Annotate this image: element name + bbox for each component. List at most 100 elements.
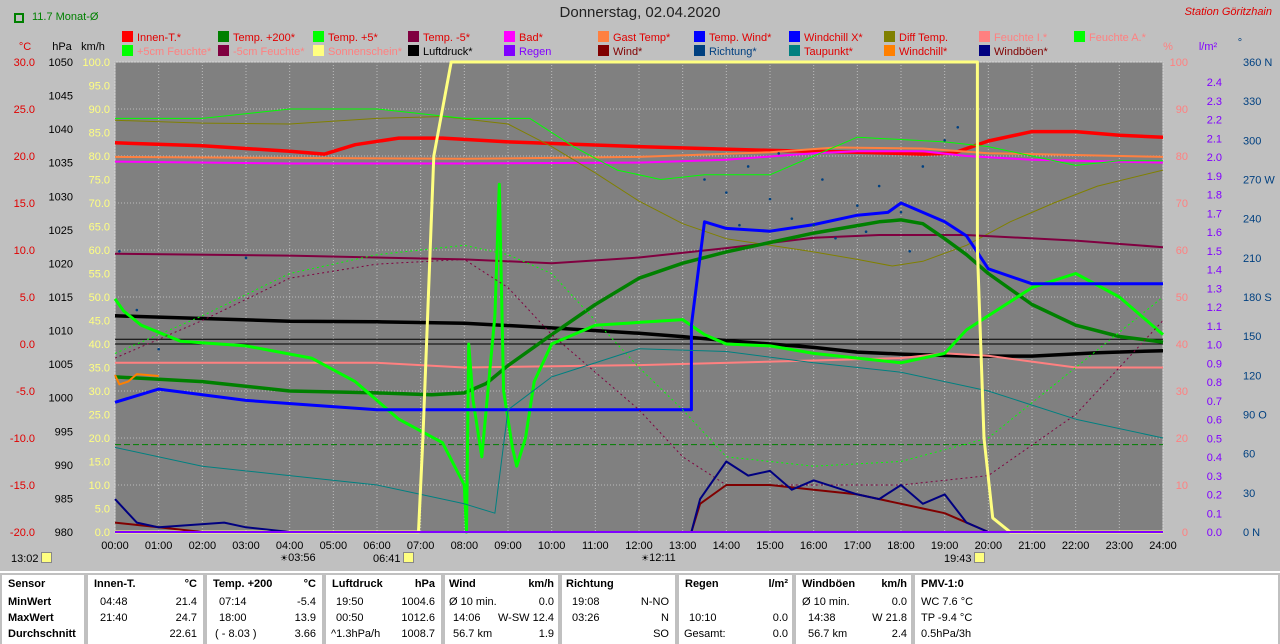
legend-item[interactable]: Feuchte I.* xyxy=(979,31,1047,44)
druck-header: Luftdruck xyxy=(332,578,383,590)
tick-kmh: 55.0 xyxy=(89,269,110,281)
regen-time: 10:10 xyxy=(689,612,717,624)
wind-unit: km/h xyxy=(528,578,554,590)
legend-item[interactable]: Bad* xyxy=(504,31,543,44)
chart-title: Donnerstag, 02.04.2020 xyxy=(559,4,721,21)
tick-hour: 04:00 xyxy=(276,540,304,552)
legend-swatch xyxy=(789,45,800,56)
sensor-header: Sensor xyxy=(8,578,46,590)
tick-pct: 80 xyxy=(1176,151,1188,163)
tick-temp: 30.0 xyxy=(14,57,35,69)
sunrise-time: 06:41 xyxy=(373,553,401,565)
unit-hpa-label: hPa xyxy=(52,41,72,53)
tick-hour: 08:00 xyxy=(451,540,479,552)
tick-rain: 1.4 xyxy=(1207,265,1222,277)
tick-rain: 1.2 xyxy=(1207,302,1222,314)
tick-hpa: 980 xyxy=(55,527,73,539)
legend-item[interactable]: Feuchte A.* xyxy=(1074,31,1146,44)
regen-unit: l/m² xyxy=(768,578,788,590)
legend-item[interactable]: Temp. Wind* xyxy=(694,31,771,44)
direction-point xyxy=(956,125,960,129)
legend-swatch xyxy=(789,31,800,42)
legend-item[interactable]: Diff Temp. xyxy=(884,31,948,44)
legend-swatch xyxy=(598,31,609,42)
tick-rain: 0.0 xyxy=(1207,527,1222,539)
druck-min-value: 1004.6 xyxy=(401,596,435,608)
innen-min-value: 21.4 xyxy=(175,596,197,608)
legend-swatch xyxy=(218,45,229,56)
legend-label: Sonnenschein* xyxy=(328,46,403,58)
legend-swatch xyxy=(884,31,895,42)
tick-kmh: 65.0 xyxy=(89,222,110,234)
direction-point xyxy=(777,152,781,155)
tick-rain: 2.0 xyxy=(1207,152,1222,164)
legend-item[interactable]: +5cm Feuchte* xyxy=(122,45,211,58)
tick-pct: 10 xyxy=(1176,480,1188,492)
innen-unit: °C xyxy=(184,578,197,590)
legend-item[interactable]: Taupunkt* xyxy=(789,45,853,58)
legend-swatch xyxy=(694,31,705,42)
legend-item[interactable]: Temp. -5* xyxy=(408,31,470,44)
legend-item[interactable]: Temp. +5* xyxy=(313,31,378,44)
legend-label: Temp. +5* xyxy=(328,32,378,44)
tick-rain: 1.6 xyxy=(1207,227,1222,239)
monat-checkbox[interactable] xyxy=(14,13,24,23)
legend-item[interactable]: Windchill X* xyxy=(789,31,863,44)
tick-kmh: 15.0 xyxy=(89,457,110,469)
tick-hpa: 995 xyxy=(55,426,73,438)
legend-label: Temp. Wind* xyxy=(709,32,772,44)
legend-swatch xyxy=(979,31,990,42)
wind-avg-value: 1.9 xyxy=(538,628,554,640)
legend-label: Feuchte I.* xyxy=(994,32,1048,44)
legend-label: Feuchte A.* xyxy=(1089,32,1146,44)
series-line xyxy=(114,218,1164,397)
legend-label: Regen xyxy=(519,46,552,58)
legend-item[interactable]: Luftdruck* xyxy=(408,45,473,58)
boeen-avg10-label: Ø 10 min. xyxy=(802,596,850,608)
wind-avg10-value: 0.0 xyxy=(538,596,554,608)
legend-item[interactable]: Temp. +200* xyxy=(218,31,295,44)
wind-max-time: 14:06 xyxy=(453,612,481,624)
legend-item[interactable]: Windböen* xyxy=(979,45,1048,58)
tick-hour: 03:00 xyxy=(232,540,260,552)
legend-item[interactable]: Windchill* xyxy=(884,45,947,58)
tick-dir: 360 N xyxy=(1243,57,1272,69)
tick-hpa: 1010 xyxy=(49,326,73,338)
tick-hpa: 1005 xyxy=(49,359,73,371)
tick-temp: -5.0 xyxy=(16,386,35,398)
legend-label: +5cm Feuchte* xyxy=(137,46,212,58)
legend-item[interactable]: Regen xyxy=(504,45,551,58)
unit-temp-label: °C xyxy=(19,41,31,53)
legend-label: Windchill* xyxy=(899,46,948,58)
direction-point xyxy=(725,191,728,194)
legend-item[interactable]: Innen-T.* xyxy=(122,31,181,44)
marker-1-time: 03:56 xyxy=(288,552,316,564)
tick-hour: 16:00 xyxy=(800,540,828,552)
monat-average-label: 11.7 Monat-Ø xyxy=(32,11,99,23)
row-max-label: MaxWert xyxy=(8,612,54,624)
tick-pct: 90 xyxy=(1176,104,1188,116)
legend-label: Windböen* xyxy=(994,46,1048,58)
tick-rain: 0.4 xyxy=(1207,452,1222,464)
sunrise-marker: 06:41 xyxy=(373,552,414,565)
tick-temp: -20.0 xyxy=(10,527,35,539)
legend-item[interactable]: Sonnenschein* xyxy=(313,45,402,58)
boeen-unit: km/h xyxy=(881,578,907,590)
regen-total-value: 0.0 xyxy=(772,628,788,640)
wind-distance: 56.7 km xyxy=(453,628,493,640)
tick-kmh: 45.0 xyxy=(89,316,110,328)
moonrise-marker: 13:02 xyxy=(11,552,52,565)
legend-label: -5cm Feuchte* xyxy=(233,46,305,58)
legend-item[interactable]: -5cm Feuchte* xyxy=(218,45,305,58)
legend-item[interactable]: Richtung* xyxy=(694,45,757,58)
boeen-column: Windböen km/h Ø 10 min. 14:38 56.7 km 0.… xyxy=(796,575,911,644)
direction-point xyxy=(856,204,859,207)
legend-item[interactable]: Gast Temp* xyxy=(598,31,670,44)
tick-dir: 30 xyxy=(1243,488,1255,500)
legend-item[interactable]: Wind* xyxy=(598,45,642,58)
tick-rain: 1.9 xyxy=(1207,171,1222,183)
series-line xyxy=(114,314,1164,358)
moon-icon xyxy=(40,552,52,563)
legend-swatch xyxy=(979,45,990,56)
tick-hour: 14:00 xyxy=(713,540,741,552)
